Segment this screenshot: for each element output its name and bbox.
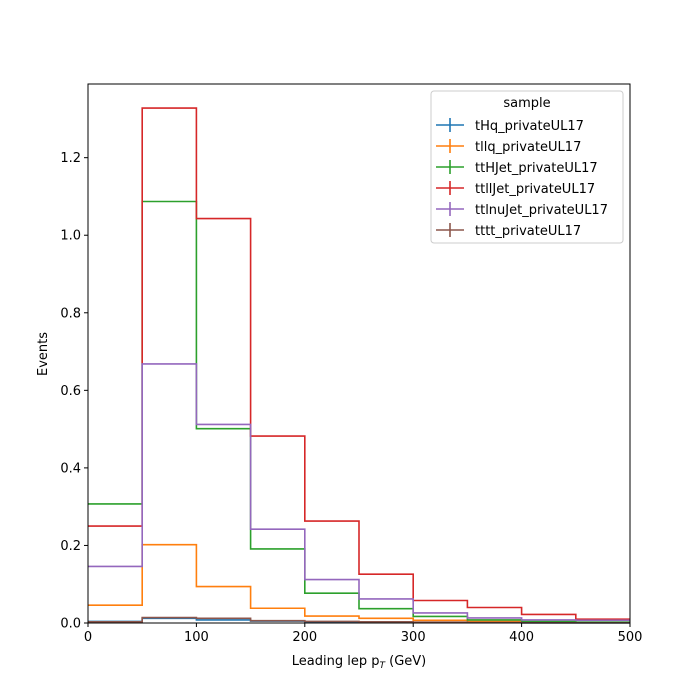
legend-label: tHq_privateUL17 (475, 119, 584, 134)
x-axis: 0 100 200 300 400 500 (84, 623, 643, 645)
y-tick-label: 0.8 (60, 306, 81, 321)
x-axis-label: Leading lep pT (GeV) (292, 654, 426, 671)
y-axis: 0.0 0.2 0.4 0.6 0.8 1.0 1.2 (60, 151, 88, 632)
x-axis-label-unit: (GeV) (385, 654, 426, 669)
x-tick-label: 300 (401, 630, 426, 645)
series-line-ttllJet_privateUL17 (88, 107, 630, 620)
legend-items: tHq_privateUL17 tllq_privateUL17 ttHJet_pr… (436, 118, 608, 239)
x-axis-label-subscript: T (379, 661, 386, 671)
x-tick-label: 500 (618, 630, 643, 645)
x-tick-label: 400 (509, 630, 534, 645)
axes-frame (87, 83, 631, 624)
y-tick-label: 0.2 (60, 539, 81, 554)
legend-label: ttllJet_privateUL17 (475, 182, 595, 197)
legend-title: sample (503, 96, 550, 111)
x-tick-label: 0 (84, 630, 92, 645)
y-tick-label: 0.0 (60, 617, 81, 632)
legend-label: ttlnuJet_privateUL17 (475, 203, 608, 218)
x-tick-label: 200 (292, 630, 317, 645)
y-tick-label: 0.6 (60, 384, 81, 399)
y-tick-label: 1.0 (60, 229, 81, 244)
series-line-ttlnuJet_privateUL17 (88, 363, 630, 622)
y-tick-label: 0.4 (60, 461, 81, 476)
series-line-ttHJet_privateUL17 (88, 200, 630, 624)
x-tick-label: 100 (184, 630, 209, 645)
legend-label: tttt_privateUL17 (475, 224, 581, 239)
legend-label: ttHJet_privateUL17 (475, 161, 598, 176)
y-axis-label: Events (36, 332, 51, 376)
legend: sample tHq_privateUL17 tllq_privateUL17tt… (430, 90, 624, 244)
y-tick-label: 1.2 (60, 151, 81, 166)
legend-label: tllq_privateUL17 (475, 140, 581, 155)
legend-box (430, 90, 624, 244)
